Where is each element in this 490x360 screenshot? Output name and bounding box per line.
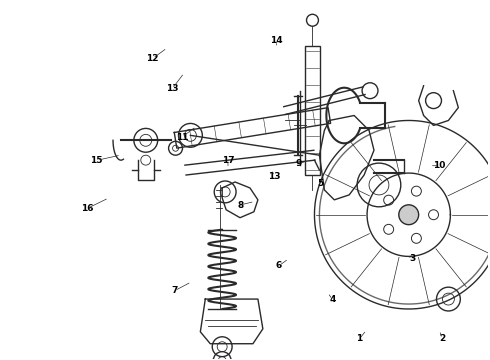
Text: 16: 16 xyxy=(81,204,93,213)
Text: 5: 5 xyxy=(317,179,323,188)
Circle shape xyxy=(429,210,439,220)
Text: 1: 1 xyxy=(356,334,363,343)
Text: 10: 10 xyxy=(433,161,446,170)
Text: 13: 13 xyxy=(166,84,178,93)
Text: 12: 12 xyxy=(147,54,159,63)
Circle shape xyxy=(384,224,393,234)
Text: 6: 6 xyxy=(276,261,282,270)
Circle shape xyxy=(384,195,393,205)
Circle shape xyxy=(399,205,418,225)
Circle shape xyxy=(412,233,421,243)
Text: 11: 11 xyxy=(175,132,188,141)
Text: 15: 15 xyxy=(91,156,103,165)
Text: 8: 8 xyxy=(237,201,243,210)
Text: 14: 14 xyxy=(270,36,283,45)
Bar xyxy=(305,46,320,175)
Text: 3: 3 xyxy=(410,254,416,263)
Text: 7: 7 xyxy=(172,286,178,295)
Text: 17: 17 xyxy=(221,156,234,165)
Text: 9: 9 xyxy=(295,159,302,168)
Text: 2: 2 xyxy=(439,334,445,343)
Text: 13: 13 xyxy=(268,172,280,181)
Circle shape xyxy=(412,186,421,196)
Text: 4: 4 xyxy=(329,295,336,304)
